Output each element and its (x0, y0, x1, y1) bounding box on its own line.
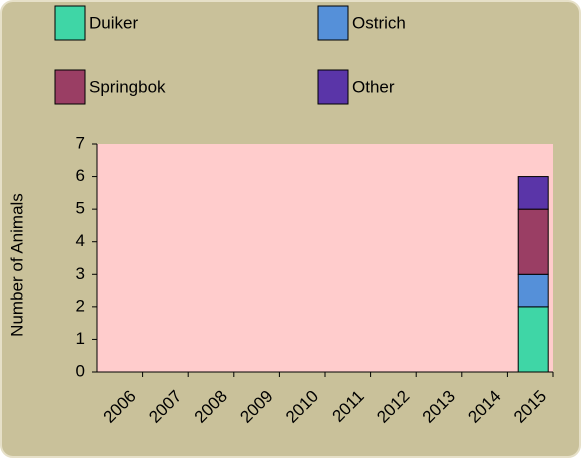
y-tick-label: 3 (76, 264, 85, 283)
legend-swatch (317, 5, 349, 41)
bar-segment (517, 176, 549, 210)
y-tick-label: 2 (76, 296, 85, 315)
bar-segment (517, 208, 549, 275)
y-axis-label: Number of Animals (7, 193, 26, 337)
y-tick-label: 0 (76, 361, 85, 380)
y-tick-label: 5 (76, 199, 85, 218)
bar-segment (517, 273, 549, 308)
legend-swatch (317, 69, 349, 105)
legend-label: Springbok (89, 77, 166, 96)
plot-area (97, 144, 553, 372)
y-tick-label: 7 (76, 133, 85, 152)
legend-swatch (54, 5, 86, 41)
bar-segment (517, 306, 549, 373)
y-tick-label: 6 (76, 166, 85, 185)
legend-label: Ostrich (352, 13, 406, 32)
legend-label: Duiker (89, 13, 138, 32)
y-tick-label: 1 (76, 329, 85, 348)
legend-swatch (54, 69, 86, 105)
y-tick-label: 4 (76, 231, 85, 250)
legend-label: Other (352, 77, 395, 96)
